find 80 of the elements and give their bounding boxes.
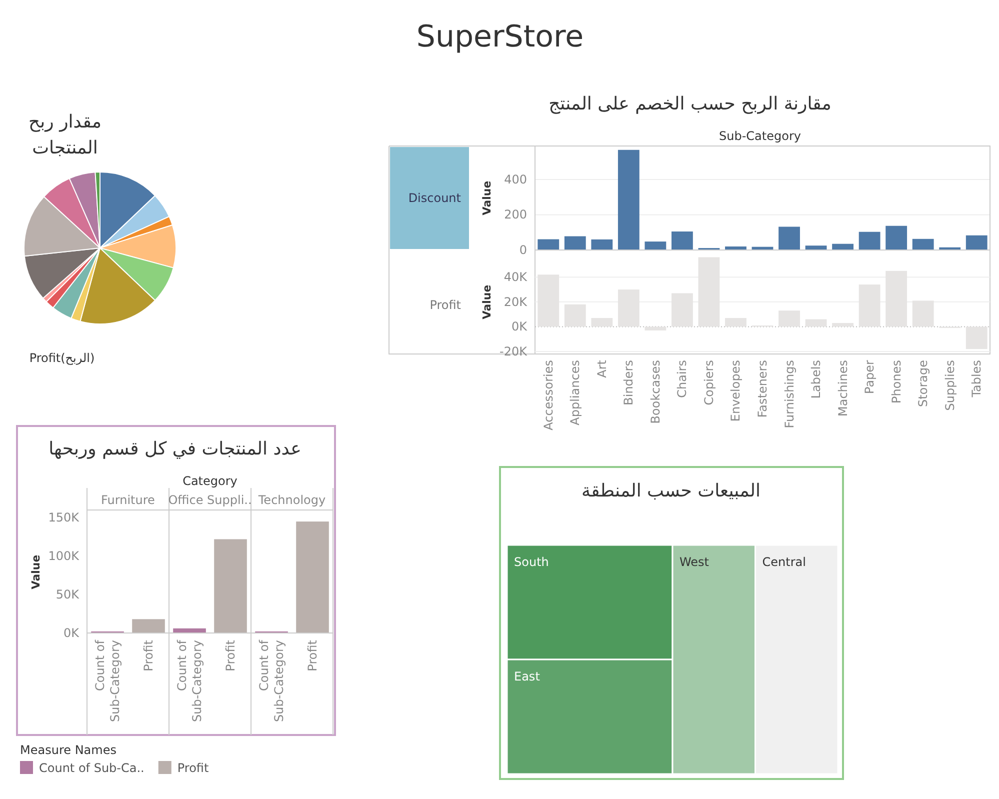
bar: [832, 322, 854, 327]
y-tick-label: -20K: [500, 344, 528, 359]
y-tick-label: 0K: [511, 320, 528, 334]
bar: [644, 326, 666, 330]
x-tick-label: Appliances: [568, 360, 582, 426]
y-tick-label: 40K: [504, 270, 528, 284]
y-tick-label: 200: [504, 208, 527, 222]
legend-label: Profit: [177, 761, 209, 775]
bar: [966, 326, 988, 350]
bar: [591, 239, 613, 250]
x-tick-label: Machines: [836, 360, 850, 416]
x-tick-label: Supplies: [942, 360, 957, 411]
text: Profit: [224, 640, 238, 672]
bar: [725, 318, 746, 327]
x-tick-label: Art: [594, 360, 609, 378]
chart-title: مقارنة الربح حسب الخصم على المنتج: [548, 94, 832, 114]
text: Discount: [408, 191, 462, 205]
legend-label: Count of Sub-Ca..: [39, 761, 144, 775]
text: Profit: [142, 640, 156, 672]
bar: [564, 304, 586, 327]
category-label: East: [514, 670, 540, 684]
text: Profit: [306, 640, 320, 672]
category-label: West: [680, 555, 710, 569]
y-axis-title: Value: [30, 554, 42, 590]
x-tick-label: Binders: [622, 360, 636, 406]
x-tick-label: Phones: [889, 360, 904, 404]
text: Count of Sub-Category: [257, 640, 286, 722]
x-tick-label: Accessories: [541, 360, 556, 430]
bar: [618, 150, 640, 250]
y-tick-label: 150K: [48, 510, 80, 525]
text: Profit(الربح): [29, 351, 95, 365]
text: SuperStore: [416, 20, 584, 54]
x-tick-label: Labels: [809, 360, 824, 399]
y-tick-label: 0K: [63, 626, 80, 640]
bar: [912, 238, 934, 250]
x-tick-label: Chairs: [675, 360, 690, 398]
x-tick-label: Envelopes: [728, 360, 743, 422]
chart-title: مقدار ربح المنتجات: [28, 112, 102, 158]
category-label: Central: [762, 555, 806, 569]
bar: [591, 318, 613, 327]
bar: [564, 236, 586, 250]
y-tick-label: 20K: [504, 294, 528, 309]
x-tick-label: Furnishings: [782, 360, 796, 428]
x-tick-label: Paper: [862, 360, 877, 394]
bar: [832, 244, 854, 250]
x-tick-label: Technology: [257, 493, 326, 507]
chart-title: عدد المنتجات في كل قسم وربحها: [48, 438, 302, 460]
x-axis-title: Category: [182, 474, 238, 488]
y-tick-label: 50K: [56, 588, 80, 602]
bar: [778, 226, 800, 250]
text: المبيعات حسب المنطقة: [581, 480, 761, 502]
bar: [858, 232, 880, 250]
text: Profit: [430, 298, 462, 312]
y-tick-label: 400: [504, 172, 527, 186]
legend-title: Measure Names: [20, 743, 116, 757]
x-tick-label: Office Suppli..: [168, 493, 252, 507]
x-tick-label: Copiers: [702, 360, 716, 406]
x-tick-label: Fasteners: [756, 360, 770, 418]
bar: [805, 319, 827, 327]
bar: [672, 231, 693, 250]
bar: [644, 242, 666, 250]
y-tick-label: 0: [519, 243, 527, 257]
y-axis-title: Value: [480, 180, 494, 216]
bar: [132, 619, 165, 633]
x-tick-label: Tables: [970, 360, 984, 398]
text: Count of Sub-Category: [93, 639, 122, 722]
x-axis-title: Sub-Category: [719, 129, 801, 143]
bar: [214, 539, 247, 633]
text: Count of Sub-Category: [175, 640, 204, 722]
y-axis-title: Value: [480, 284, 494, 320]
x-tick-label: Furniture: [101, 493, 155, 507]
bar: [778, 310, 800, 327]
y-tick-label: 100K: [48, 549, 80, 564]
bar: [538, 239, 560, 250]
category-label: South: [514, 555, 549, 569]
x-tick-label: Storage: [916, 360, 930, 407]
x-tick-label: Bookcases: [648, 360, 662, 424]
bar: [966, 235, 988, 250]
bar: [886, 226, 908, 250]
bar: [296, 522, 329, 633]
